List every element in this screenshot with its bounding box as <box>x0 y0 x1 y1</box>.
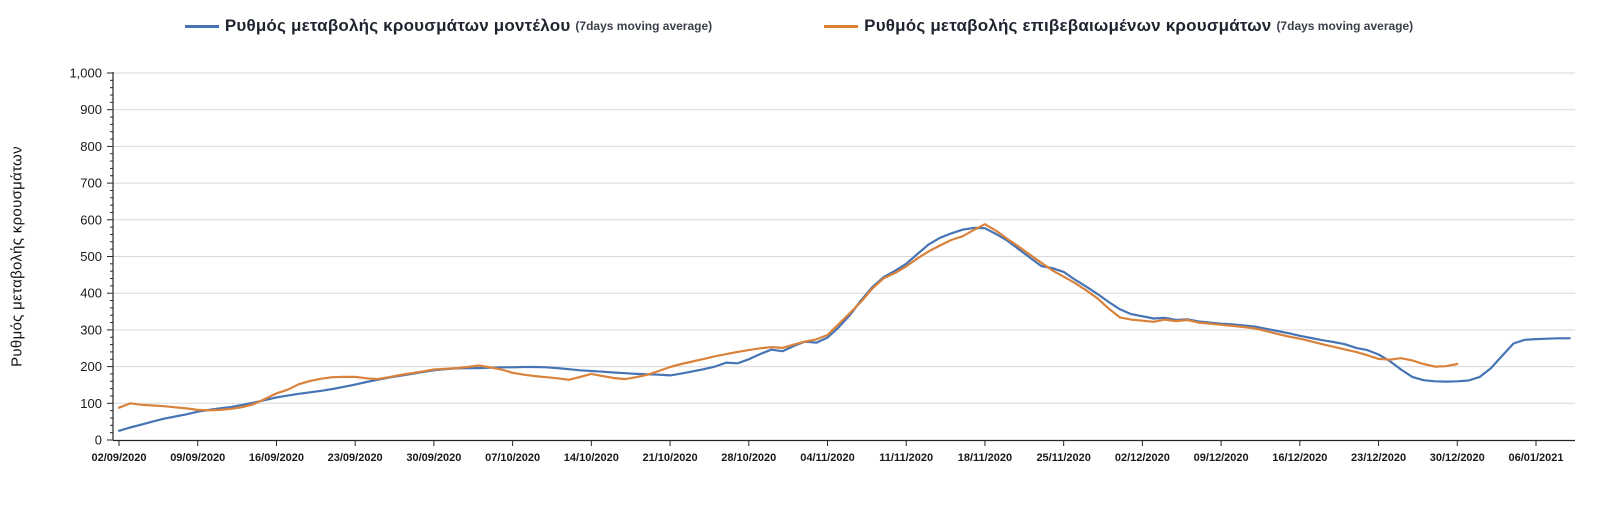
svg-text:200: 200 <box>80 359 102 374</box>
svg-text:800: 800 <box>80 139 102 154</box>
svg-text:23/09/2020: 23/09/2020 <box>328 452 383 464</box>
svg-text:600: 600 <box>80 212 102 227</box>
svg-text:21/10/2020: 21/10/2020 <box>643 452 698 464</box>
legend-entry-confirmed: Ρυθμός μεταβολής επιβεβαιωμένων κρουσμάτ… <box>824 16 1413 36</box>
svg-text:900: 900 <box>80 102 102 117</box>
svg-text:300: 300 <box>80 322 102 337</box>
series-line-model <box>117 226 1571 432</box>
x-axis-ticks <box>118 440 1537 446</box>
svg-text:400: 400 <box>80 286 102 301</box>
legend-suffix-confirmed: (7days moving average) <box>1276 19 1414 33</box>
svg-text:0: 0 <box>95 433 102 448</box>
svg-text:25/11/2020: 25/11/2020 <box>1036 452 1090 464</box>
legend-suffix-model: (7days moving average) <box>575 19 713 33</box>
y-axis-tick-labels: 0 100 200 300 400 500 600 700 800 900 1,000 <box>69 66 102 448</box>
svg-text:1,000: 1,000 <box>69 66 102 81</box>
legend-label-confirmed: Ρυθμός μεταβολής επιβεβαιωμένων κρουσμάτ… <box>864 16 1272 35</box>
series-line-confirmed <box>117 223 1459 412</box>
y-axis-ticks <box>107 72 113 441</box>
svg-text:02/09/2020: 02/09/2020 <box>91 452 146 464</box>
svg-text:30/09/2020: 30/09/2020 <box>406 452 461 464</box>
svg-text:16/09/2020: 16/09/2020 <box>249 452 304 464</box>
svg-text:02/12/2020: 02/12/2020 <box>1115 452 1170 464</box>
legend: Ρυθμός μεταβολής κρουσμάτων μοντέλου (7d… <box>0 16 1598 36</box>
legend-label-model: Ρυθμός μεταβολής κρουσμάτων μοντέλου <box>224 16 571 35</box>
svg-text:11/11/2020: 11/11/2020 <box>879 452 933 464</box>
gridlines <box>113 72 1575 404</box>
legend-line-swatch-model <box>184 24 219 28</box>
svg-text:28/10/2020: 28/10/2020 <box>721 452 776 464</box>
svg-text:500: 500 <box>80 249 102 264</box>
svg-text:700: 700 <box>80 176 102 191</box>
svg-text:100: 100 <box>80 396 102 411</box>
svg-text:09/09/2020: 09/09/2020 <box>170 452 225 464</box>
svg-text:06/01/2021: 06/01/2021 <box>1508 452 1563 464</box>
svg-text:09/12/2020: 09/12/2020 <box>1194 452 1249 464</box>
svg-text:04/11/2020: 04/11/2020 <box>800 452 854 464</box>
x-axis-tick-labels: 02/09/2020 09/09/2020 16/09/2020 23/09/2020… <box>91 452 1563 464</box>
svg-text:30/12/2020: 30/12/2020 <box>1430 452 1485 464</box>
legend-line-swatch-confirmed <box>824 24 859 28</box>
svg-text:18/11/2020: 18/11/2020 <box>958 452 1012 464</box>
svg-text:16/12/2020: 16/12/2020 <box>1272 452 1327 464</box>
svg-text:07/10/2020: 07/10/2020 <box>485 452 540 464</box>
svg-text:23/12/2020: 23/12/2020 <box>1351 452 1406 464</box>
legend-entry-model: Ρυθμός μεταβολής κρουσμάτων μοντέλου (7d… <box>184 16 713 36</box>
svg-text:14/10/2020: 14/10/2020 <box>564 452 619 464</box>
